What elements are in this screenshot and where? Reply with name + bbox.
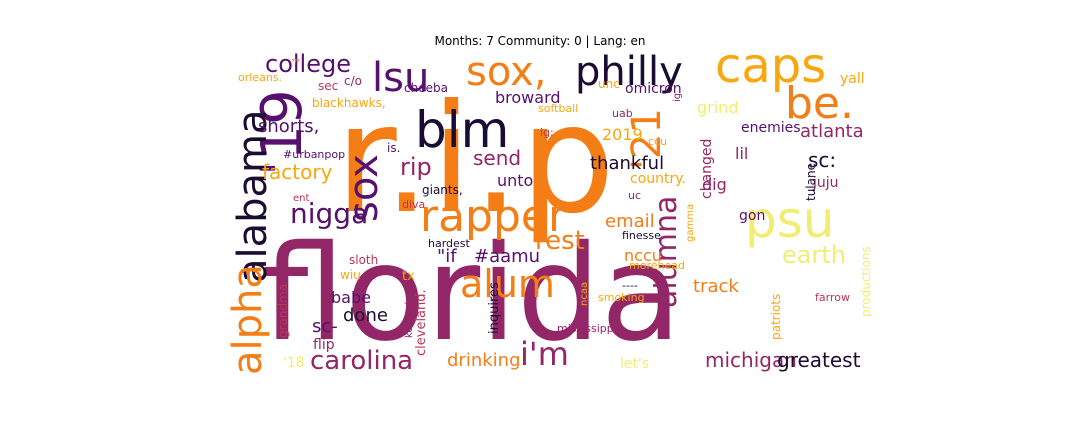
word-michigan: michigan — [705, 348, 797, 372]
word-diva: diva — [402, 198, 426, 211]
figure-title: Months: 7 Community: 0 | Lang: en — [434, 34, 646, 48]
word-c-o: c/o — [344, 74, 362, 88]
word-florida: florida — [262, 217, 682, 371]
word-factory: factory — [262, 160, 333, 184]
word-orleans: orleans. — [238, 71, 283, 84]
word-dig: dig — [702, 175, 727, 194]
word-tulane: tulane — [804, 163, 818, 202]
word-drinking: drinking — [447, 350, 521, 371]
word-grind: grind — [697, 98, 739, 117]
word-uc: uc — [628, 189, 642, 202]
word-email: email — [605, 211, 655, 232]
word-grandma: grandma — [276, 284, 290, 339]
word-philly: philly — [575, 49, 683, 95]
word-unc: unc — [598, 77, 620, 91]
word-gon: gon — [739, 208, 766, 224]
word-ig: ig — [672, 92, 683, 102]
word-morehead: morehead — [629, 259, 685, 272]
word-ent: ent — [293, 193, 310, 204]
word-wiu: wiu — [340, 268, 361, 282]
word-farrow: farrow — [815, 291, 850, 304]
word-earth: earth — [782, 241, 846, 269]
word-thankful: thankful — [590, 153, 665, 174]
word-unto: unto — [497, 171, 534, 190]
word-omicron: omicron — [625, 81, 682, 97]
word-finesse: finesse — [622, 229, 661, 242]
word-mississippi: mississippi — [557, 322, 617, 335]
word-send: send — [473, 146, 522, 170]
word-symbol: ™ — [290, 57, 302, 71]
word-sox: sox, — [466, 49, 547, 95]
word-18: '18 — [283, 355, 305, 371]
word-tx: tx — [402, 269, 415, 284]
word-shorts: shorts, — [258, 116, 320, 137]
word-alpha: alpha — [225, 264, 271, 375]
word-flip: flip — [313, 337, 335, 353]
word-greatest: greatest — [777, 348, 861, 372]
word-lsu: lsu — [372, 55, 430, 101]
word-urbanpop: #urbanpop — [283, 148, 346, 161]
word-rapper: rapper — [420, 191, 567, 242]
word-cleveland: cleveland. — [414, 289, 429, 356]
word-nccu: nccu — [624, 246, 662, 265]
word-be: be. — [785, 78, 854, 129]
word-caps: caps — [715, 38, 827, 94]
word-country: country. — [630, 171, 686, 187]
word-alum: alum — [460, 262, 555, 306]
word-lil: lil — [735, 144, 749, 163]
word-let-s: let's — [620, 356, 650, 372]
word-yall: yall — [840, 71, 865, 87]
word-ccu: ccu — [648, 135, 668, 148]
word-2019: 2019 — [602, 125, 643, 144]
word-babe: babe — [331, 288, 371, 307]
word-inquires: inquires — [487, 282, 502, 335]
word-done: done — [343, 305, 388, 326]
word-rest: rest — [535, 226, 585, 256]
word-atlanta: atlanta — [800, 121, 864, 142]
word-giants: giants, — [422, 183, 463, 197]
word-sec: sec — [318, 79, 339, 93]
word-i-m: i'm — [520, 335, 569, 373]
word-blackhawks: blackhawks, — [312, 96, 386, 110]
word-productions: productions — [859, 246, 873, 318]
word-college: college — [265, 50, 351, 78]
word-r-i-p: r.i.p — [335, 73, 616, 247]
word-softball: softball — [538, 102, 579, 115]
word-rip: rip — [400, 153, 432, 181]
word-enemies: enemies — [741, 120, 801, 136]
word-juju: juju — [813, 175, 839, 191]
word-changed: changed — [699, 138, 715, 199]
word-sloth: sloth — [349, 253, 379, 267]
word-aamu: #aamu — [474, 246, 541, 267]
word-psu: psu — [745, 191, 835, 249]
word-smoking: smoking — [598, 291, 645, 304]
word-blm: blm — [415, 101, 510, 159]
word-if: "if — [437, 246, 457, 267]
word-cheeba: cheeba — [404, 81, 448, 95]
word-carolina: carolina — [310, 346, 414, 376]
word-hardest: hardest — [428, 237, 470, 250]
word-patriots: patriots — [769, 293, 783, 340]
word-uab: uab — [612, 107, 633, 120]
word-sc: sc: — [808, 148, 837, 172]
word-gamma: gamma — [685, 203, 696, 242]
word-nigga: nigga — [290, 197, 369, 230]
word-broward: broward — [495, 88, 561, 107]
word-is: is. — [387, 141, 401, 155]
word-ig: ig: — [540, 126, 554, 139]
word-symbol: ---- — [622, 279, 638, 292]
word-sc: sc- — [312, 316, 338, 337]
word-track: track — [693, 276, 739, 297]
word-ncaa: ncaa — [579, 281, 590, 306]
